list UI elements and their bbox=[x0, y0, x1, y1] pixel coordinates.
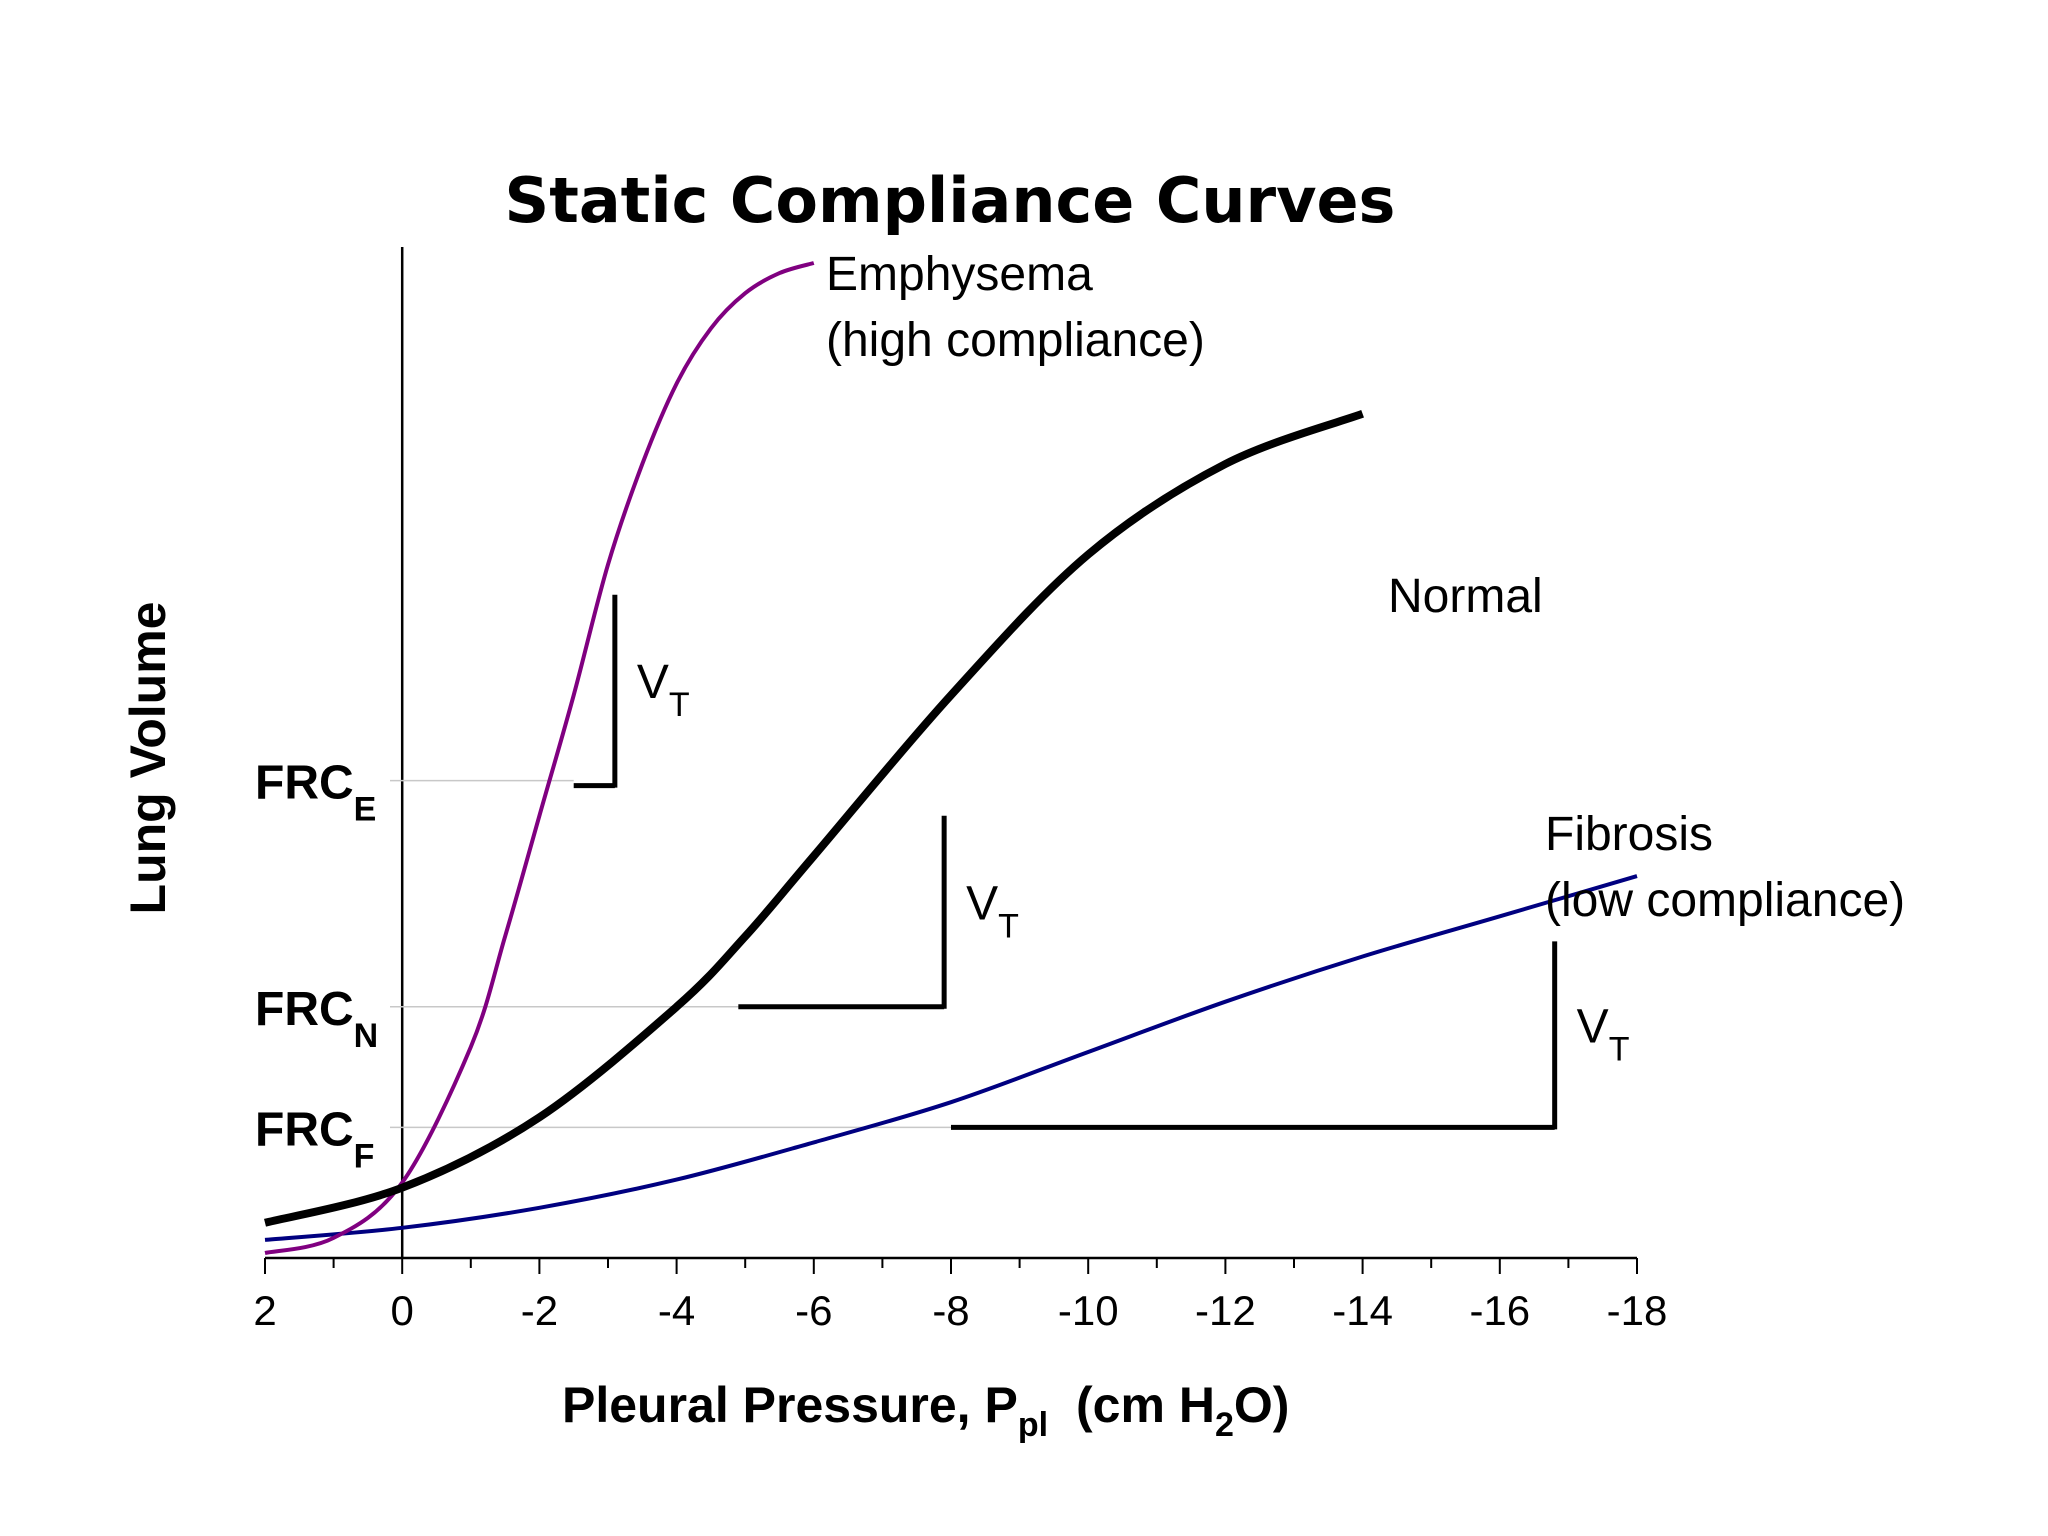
series-label-normal: Normal bbox=[1388, 570, 1543, 623]
series-label-emphysema: Emphysema bbox=[826, 248, 1093, 301]
series-label-emphysema-note: (high compliance) bbox=[826, 314, 1205, 367]
vt-label-text: V bbox=[637, 656, 669, 709]
vt-label-text: V bbox=[966, 877, 998, 930]
frc-label: FRCN bbox=[255, 983, 378, 1055]
tidal-volume-markers bbox=[573, 594, 1558, 1130]
series-line-fibrosis bbox=[264, 874, 1638, 1242]
x-tick-label: -12 bbox=[1195, 1287, 1256, 1334]
x-tick-label: 0 bbox=[391, 1287, 414, 1334]
frc-label-subscript: F bbox=[354, 1137, 375, 1175]
frc-guides bbox=[390, 779, 951, 1129]
frc-label-subscript: N bbox=[354, 1017, 379, 1055]
x-tick-label: -8 bbox=[932, 1287, 969, 1334]
x-tick-label: -2 bbox=[521, 1287, 558, 1334]
frc-label-text: FRC bbox=[255, 983, 354, 1036]
series-label-fibrosis-note: (low compliance) bbox=[1545, 874, 1905, 927]
x-axis-label-sub: pl bbox=[1018, 1406, 1048, 1444]
x-axis-label: Pleural Pressure, Ppl (cm H2O) bbox=[562, 1377, 1289, 1444]
frc-label: FRCE bbox=[255, 757, 376, 829]
y-axis-label: Lung Volume bbox=[120, 602, 176, 915]
x-axis-label-unit-sub: 2 bbox=[1215, 1406, 1234, 1444]
y-axis-title: Lung Volume bbox=[120, 602, 176, 915]
x-tick-label: -16 bbox=[1469, 1287, 1530, 1334]
x-tick-label: -4 bbox=[658, 1287, 695, 1334]
vt-label-subscript: T bbox=[1609, 1030, 1630, 1068]
vt-label-subscript: T bbox=[998, 907, 1019, 945]
vt-label: VT bbox=[1577, 1000, 1630, 1068]
series bbox=[264, 261, 1638, 1255]
x-tick-label: -10 bbox=[1058, 1287, 1119, 1334]
series-label-fibrosis: Fibrosis bbox=[1545, 808, 1713, 861]
frc-label-text: FRC bbox=[255, 757, 354, 810]
x-axis-label-main: Pleural Pressure, P bbox=[562, 1377, 1018, 1433]
vt-label-subscript: T bbox=[669, 686, 690, 724]
chart-title: Static Compliance Curves bbox=[505, 164, 1396, 237]
x-axis-label-unit-open: (cm H bbox=[1076, 1377, 1215, 1433]
x-tick-label: -14 bbox=[1332, 1287, 1393, 1334]
x-axis-label-unit-close: O) bbox=[1234, 1377, 1290, 1433]
x-tick-label: -18 bbox=[1607, 1287, 1668, 1334]
vt-label: VT bbox=[637, 656, 690, 724]
vt-label-text: V bbox=[1577, 1000, 1609, 1053]
vt-label: VT bbox=[966, 877, 1019, 945]
frc-label: FRCF bbox=[255, 1103, 374, 1175]
series-line-emphysema bbox=[264, 261, 815, 1255]
frc-label-subscript: E bbox=[354, 791, 377, 829]
x-tick-label: -6 bbox=[795, 1287, 832, 1334]
series-line-normal bbox=[264, 410, 1364, 1227]
frc-label-text: FRC bbox=[255, 1103, 354, 1156]
axes: 2 0 -2 -4 -6 -8 -10 -12 -14 -16 -18 bbox=[253, 247, 1667, 1334]
x-tick-label: 2 bbox=[253, 1287, 276, 1334]
